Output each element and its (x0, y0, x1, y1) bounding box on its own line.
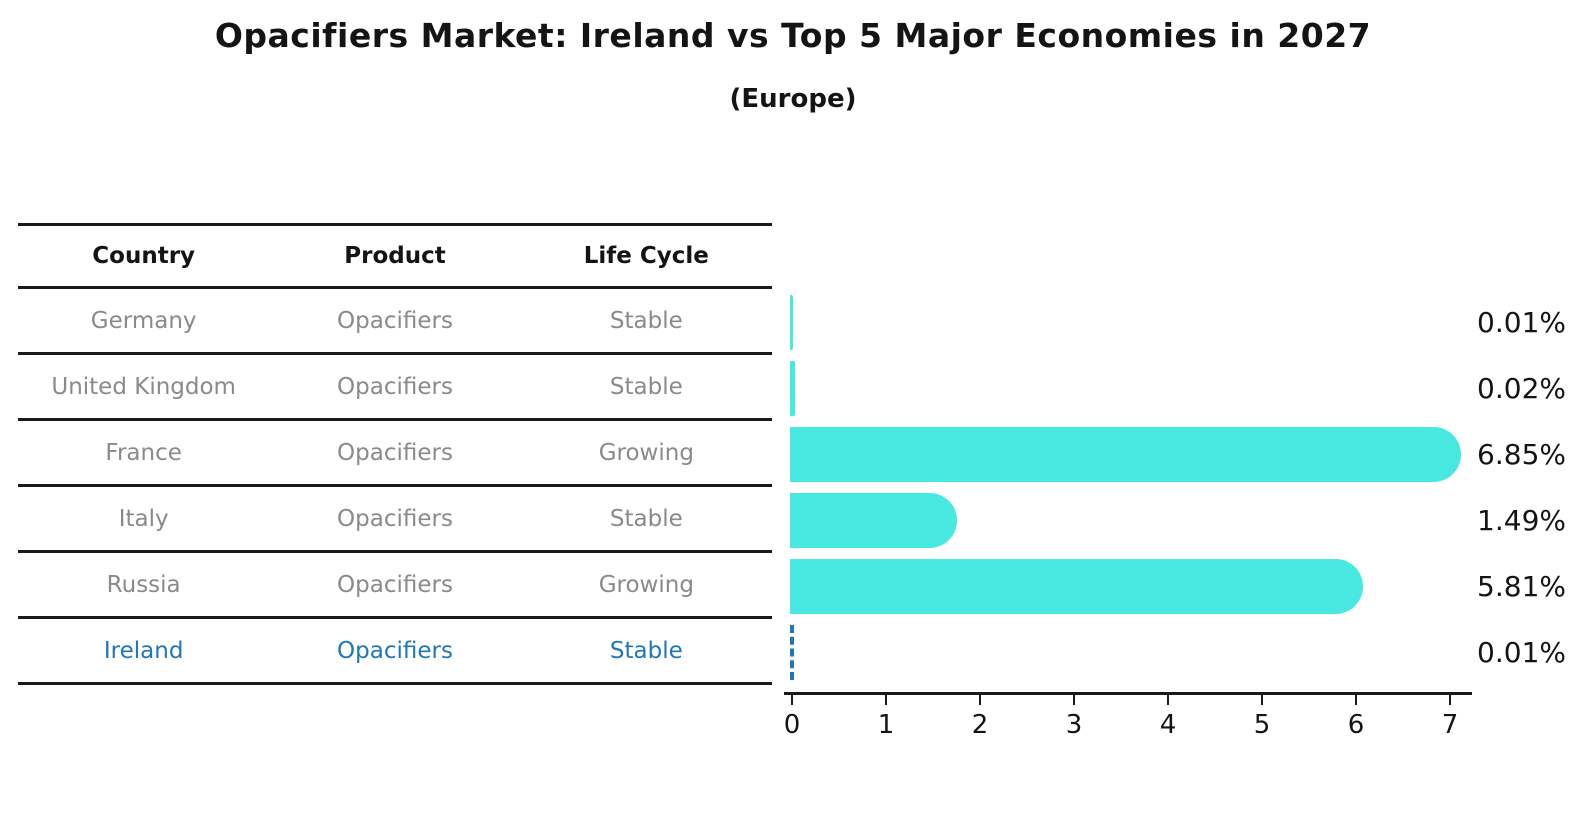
x-axis-tick (1073, 695, 1075, 705)
x-axis-tick-label: 4 (1159, 710, 1177, 740)
table-header-row: Country Product Life Cycle (18, 223, 772, 289)
bar-germany (790, 294, 793, 350)
x-axis-tick (1261, 695, 1263, 705)
table-body: Germany Opacifiers Stable United Kingdom Opa… (18, 289, 772, 685)
bar-france (790, 426, 1461, 482)
bar-russia (790, 558, 1364, 614)
value-label-france: 6.85% (1477, 437, 1566, 471)
cell-life-cycle: Stable (609, 505, 683, 532)
cell-life-cycle: Growing (598, 571, 694, 598)
cell-life-cycle: Growing (598, 439, 694, 466)
table-row: Russia Opacifiers Growing (18, 553, 772, 619)
cell-country: France (105, 439, 182, 466)
cell-country: Italy (118, 505, 169, 532)
cell-product: Opacifiers (337, 571, 453, 598)
value-label-united-kingdom: 0.02% (1477, 371, 1566, 405)
column-header-life-cycle: Life Cycle (583, 243, 709, 269)
x-axis-tick (791, 695, 793, 705)
cell-life-cycle: Stable (609, 307, 683, 334)
x-axis-tick-label: 6 (1347, 710, 1365, 740)
x-axis-tick-label: 0 (783, 710, 801, 740)
chart-title: Opacifiers Market: Ireland vs Top 5 Majo… (214, 16, 1372, 55)
x-axis-tick-label: 5 (1253, 710, 1271, 740)
column-header-country: Country (92, 243, 196, 269)
cell-country: Russia (106, 571, 181, 598)
cell-country: Germany (90, 307, 197, 334)
cell-life-cycle: Stable (609, 373, 683, 400)
x-axis-tick (1449, 695, 1451, 705)
bar-united-kingdom (790, 360, 795, 416)
cell-life-cycle: Stable (609, 637, 683, 664)
value-label-ireland: 0.01% (1477, 635, 1566, 669)
table-row: France Opacifiers Growing (18, 421, 772, 487)
x-axis-tick (1167, 695, 1169, 705)
bar-plot-area (790, 289, 1490, 685)
cell-product: Opacifiers (337, 505, 453, 532)
x-axis-tick-label: 2 (971, 710, 989, 740)
country-table: Country Product Life Cycle Germany Opacif… (18, 223, 772, 685)
cell-country: Ireland (103, 637, 184, 664)
x-axis-tick-label: 1 (877, 710, 895, 740)
value-label-germany: 0.01% (1477, 305, 1566, 339)
value-label-italy: 1.49% (1477, 503, 1566, 537)
cell-product: Opacifiers (337, 439, 453, 466)
table-row: Italy Opacifiers Stable (18, 487, 772, 553)
bar-italy (790, 492, 958, 548)
cell-product: Opacifiers (337, 373, 453, 400)
column-header-product: Product (344, 243, 446, 269)
table-row: Germany Opacifiers Stable (18, 289, 772, 355)
table-row: United Kingdom Opacifiers Stable (18, 355, 772, 421)
cell-product: Opacifiers (337, 637, 453, 664)
x-axis-line (784, 692, 1472, 695)
cell-product: Opacifiers (337, 307, 453, 334)
x-axis-tick (1355, 695, 1357, 705)
x-axis-tick (885, 695, 887, 705)
bar-ireland-highlighted (790, 624, 794, 680)
table-row: Ireland Opacifiers Stable (18, 619, 772, 685)
value-label-russia: 5.81% (1477, 569, 1566, 603)
chart-subtitle: (Europe) (729, 84, 857, 114)
x-axis-tick (979, 695, 981, 705)
x-axis-tick-label: 7 (1441, 710, 1459, 740)
cell-country: United Kingdom (51, 373, 236, 400)
x-axis-tick-label: 3 (1065, 710, 1083, 740)
